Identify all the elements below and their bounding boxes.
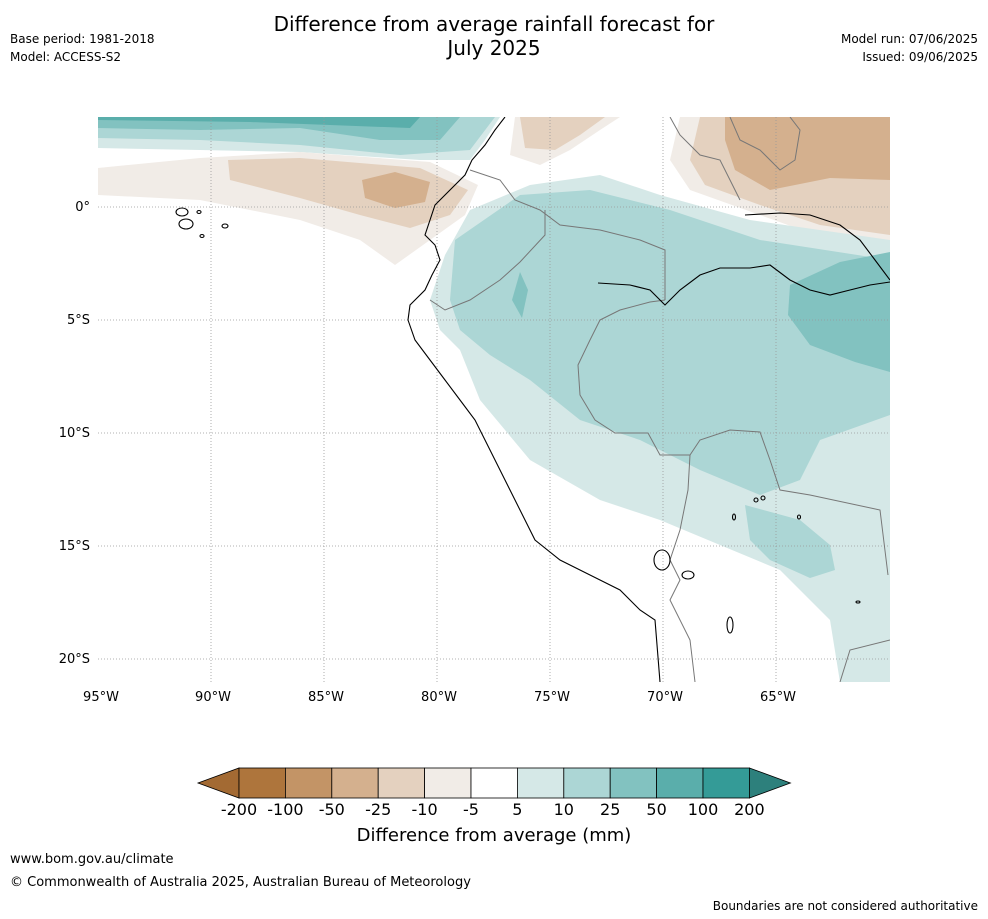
chart-title: Difference from average rainfall forecas…	[0, 12, 988, 60]
lon-label: 95°W	[83, 690, 119, 705]
colorbar-tick-label: -5	[463, 800, 479, 819]
coastline	[175, 117, 890, 682]
base-period: Base period: 1981-2018	[10, 32, 155, 46]
lon-label: 70°W	[647, 690, 683, 705]
lat-label: 20°S	[59, 652, 90, 667]
colorbar-tick-label: 100	[687, 800, 719, 819]
latitude-labels: 0° 5°S 10°S 15°S 20°S	[59, 200, 90, 667]
longitude-labels: 95°W 90°W 85°W 80°W 75°W 70°W 65°W	[83, 690, 796, 705]
colorbar-extend-high	[749, 767, 792, 799]
colorbar-tick-label: 10	[553, 800, 574, 819]
title-line-2: July 2025	[447, 36, 541, 60]
colorbar-tick-label: -100	[267, 800, 304, 819]
lat-label: 0°	[75, 200, 90, 215]
colorbar-segment	[517, 767, 565, 799]
model-info: Base period: 1981-2018 Model: ACCESS-S2	[10, 30, 155, 66]
colorbar	[196, 767, 792, 799]
gridlines	[98, 117, 890, 682]
colorbar-segment	[656, 767, 704, 799]
lon-label: 75°W	[534, 690, 570, 705]
colorbar-segment	[702, 767, 750, 799]
model-run-date: Model run: 07/06/2025	[840, 32, 978, 46]
country-borders	[429, 117, 890, 682]
colorbar-title: Difference from average (mm)	[356, 825, 632, 846]
lat-label: 15°S	[59, 539, 90, 554]
colorbar-segment	[284, 767, 333, 799]
run-info: Model run: 07/06/2025 Issued: 09/06/2025	[841, 30, 978, 66]
lon-label: 80°W	[421, 690, 457, 705]
colorbar-segment	[609, 767, 658, 799]
footer-url: www.bom.gov.au/climate	[10, 852, 174, 867]
lon-label: 90°W	[195, 690, 231, 705]
model-name: Model: ACCESS-S2	[10, 50, 122, 64]
lat-label: 5°S	[67, 313, 90, 328]
colorbar-tick-label: -25	[365, 800, 392, 819]
colorbar-tick-label: -50	[318, 800, 345, 819]
colorbar-extend-low	[196, 767, 240, 799]
lon-label: 65°W	[760, 690, 796, 705]
colorbar-segment	[563, 767, 611, 799]
colorbar-segment	[238, 767, 286, 799]
footer-copyright: © Commonwealth of Australia 2025, Austra…	[10, 875, 471, 890]
colorbar-segment	[470, 767, 518, 799]
colorbar-segment	[331, 767, 379, 799]
colorbar-tick-label: 5	[512, 800, 523, 819]
footer-disclaimer: Boundaries are not considered authoritat…	[712, 899, 978, 913]
colorbar-tick-label: 50	[646, 800, 667, 819]
rainfall-contours	[98, 117, 890, 682]
colorbar-tick-label: -200	[220, 800, 258, 819]
issued-date: Issued: 09/06/2025	[862, 50, 978, 64]
title-line-1: Difference from average rainfall forecas…	[273, 12, 715, 36]
colorbar-tick-label: -10	[411, 800, 438, 819]
lon-label: 85°W	[308, 690, 344, 705]
colorbar-tick-label: 25	[600, 800, 621, 819]
colorbar-segment	[377, 767, 426, 799]
lat-label: 10°S	[59, 426, 90, 441]
colorbar-tick-label: 200	[734, 800, 765, 819]
colorbar-segment	[424, 767, 472, 799]
